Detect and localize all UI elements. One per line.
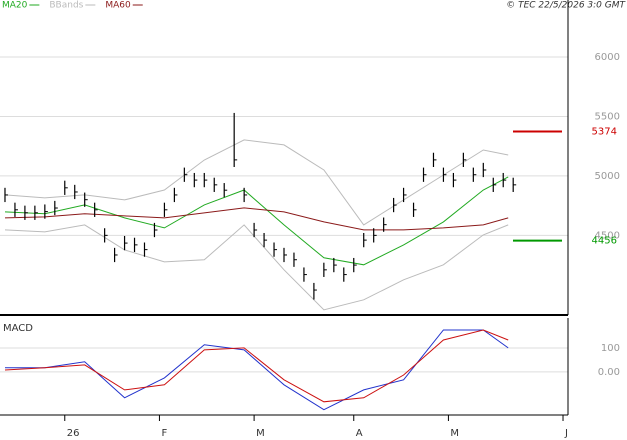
y-tick-label: 4500 — [595, 230, 620, 241]
y-tick-label: 0.00 — [598, 367, 620, 378]
macd-line — [5, 329, 509, 411]
band-upper — [4, 139, 509, 226]
band-lower — [4, 224, 509, 311]
ma-line — [4, 176, 509, 266]
source: © TEC 22/5/2026 3:0 GMT — [506, 1, 626, 11]
y-tick-label: 100 — [601, 343, 620, 354]
legend-label: BBands — [49, 1, 83, 11]
y-tick-label: 6000 — [595, 52, 620, 63]
y-tick-label: 5000 — [595, 171, 620, 182]
level-label: 5374 — [592, 126, 617, 137]
legend-label: MA60 — [105, 1, 131, 11]
x-tick-label: M — [450, 428, 459, 439]
level-label: 4456 — [592, 236, 617, 247]
x-tick-label: M — [256, 428, 265, 439]
legend-label: MA20 — [2, 1, 28, 11]
x-tick-label: 26 — [67, 428, 80, 439]
x-tick-label: A — [356, 428, 363, 439]
macd-line — [4, 329, 509, 403]
y-tick-label: 5500 — [595, 111, 620, 122]
x-tick-label: F — [161, 428, 167, 439]
x-tick-label: J — [564, 428, 568, 439]
ma-line — [4, 207, 509, 231]
macd-title: MACD — [3, 323, 33, 334]
